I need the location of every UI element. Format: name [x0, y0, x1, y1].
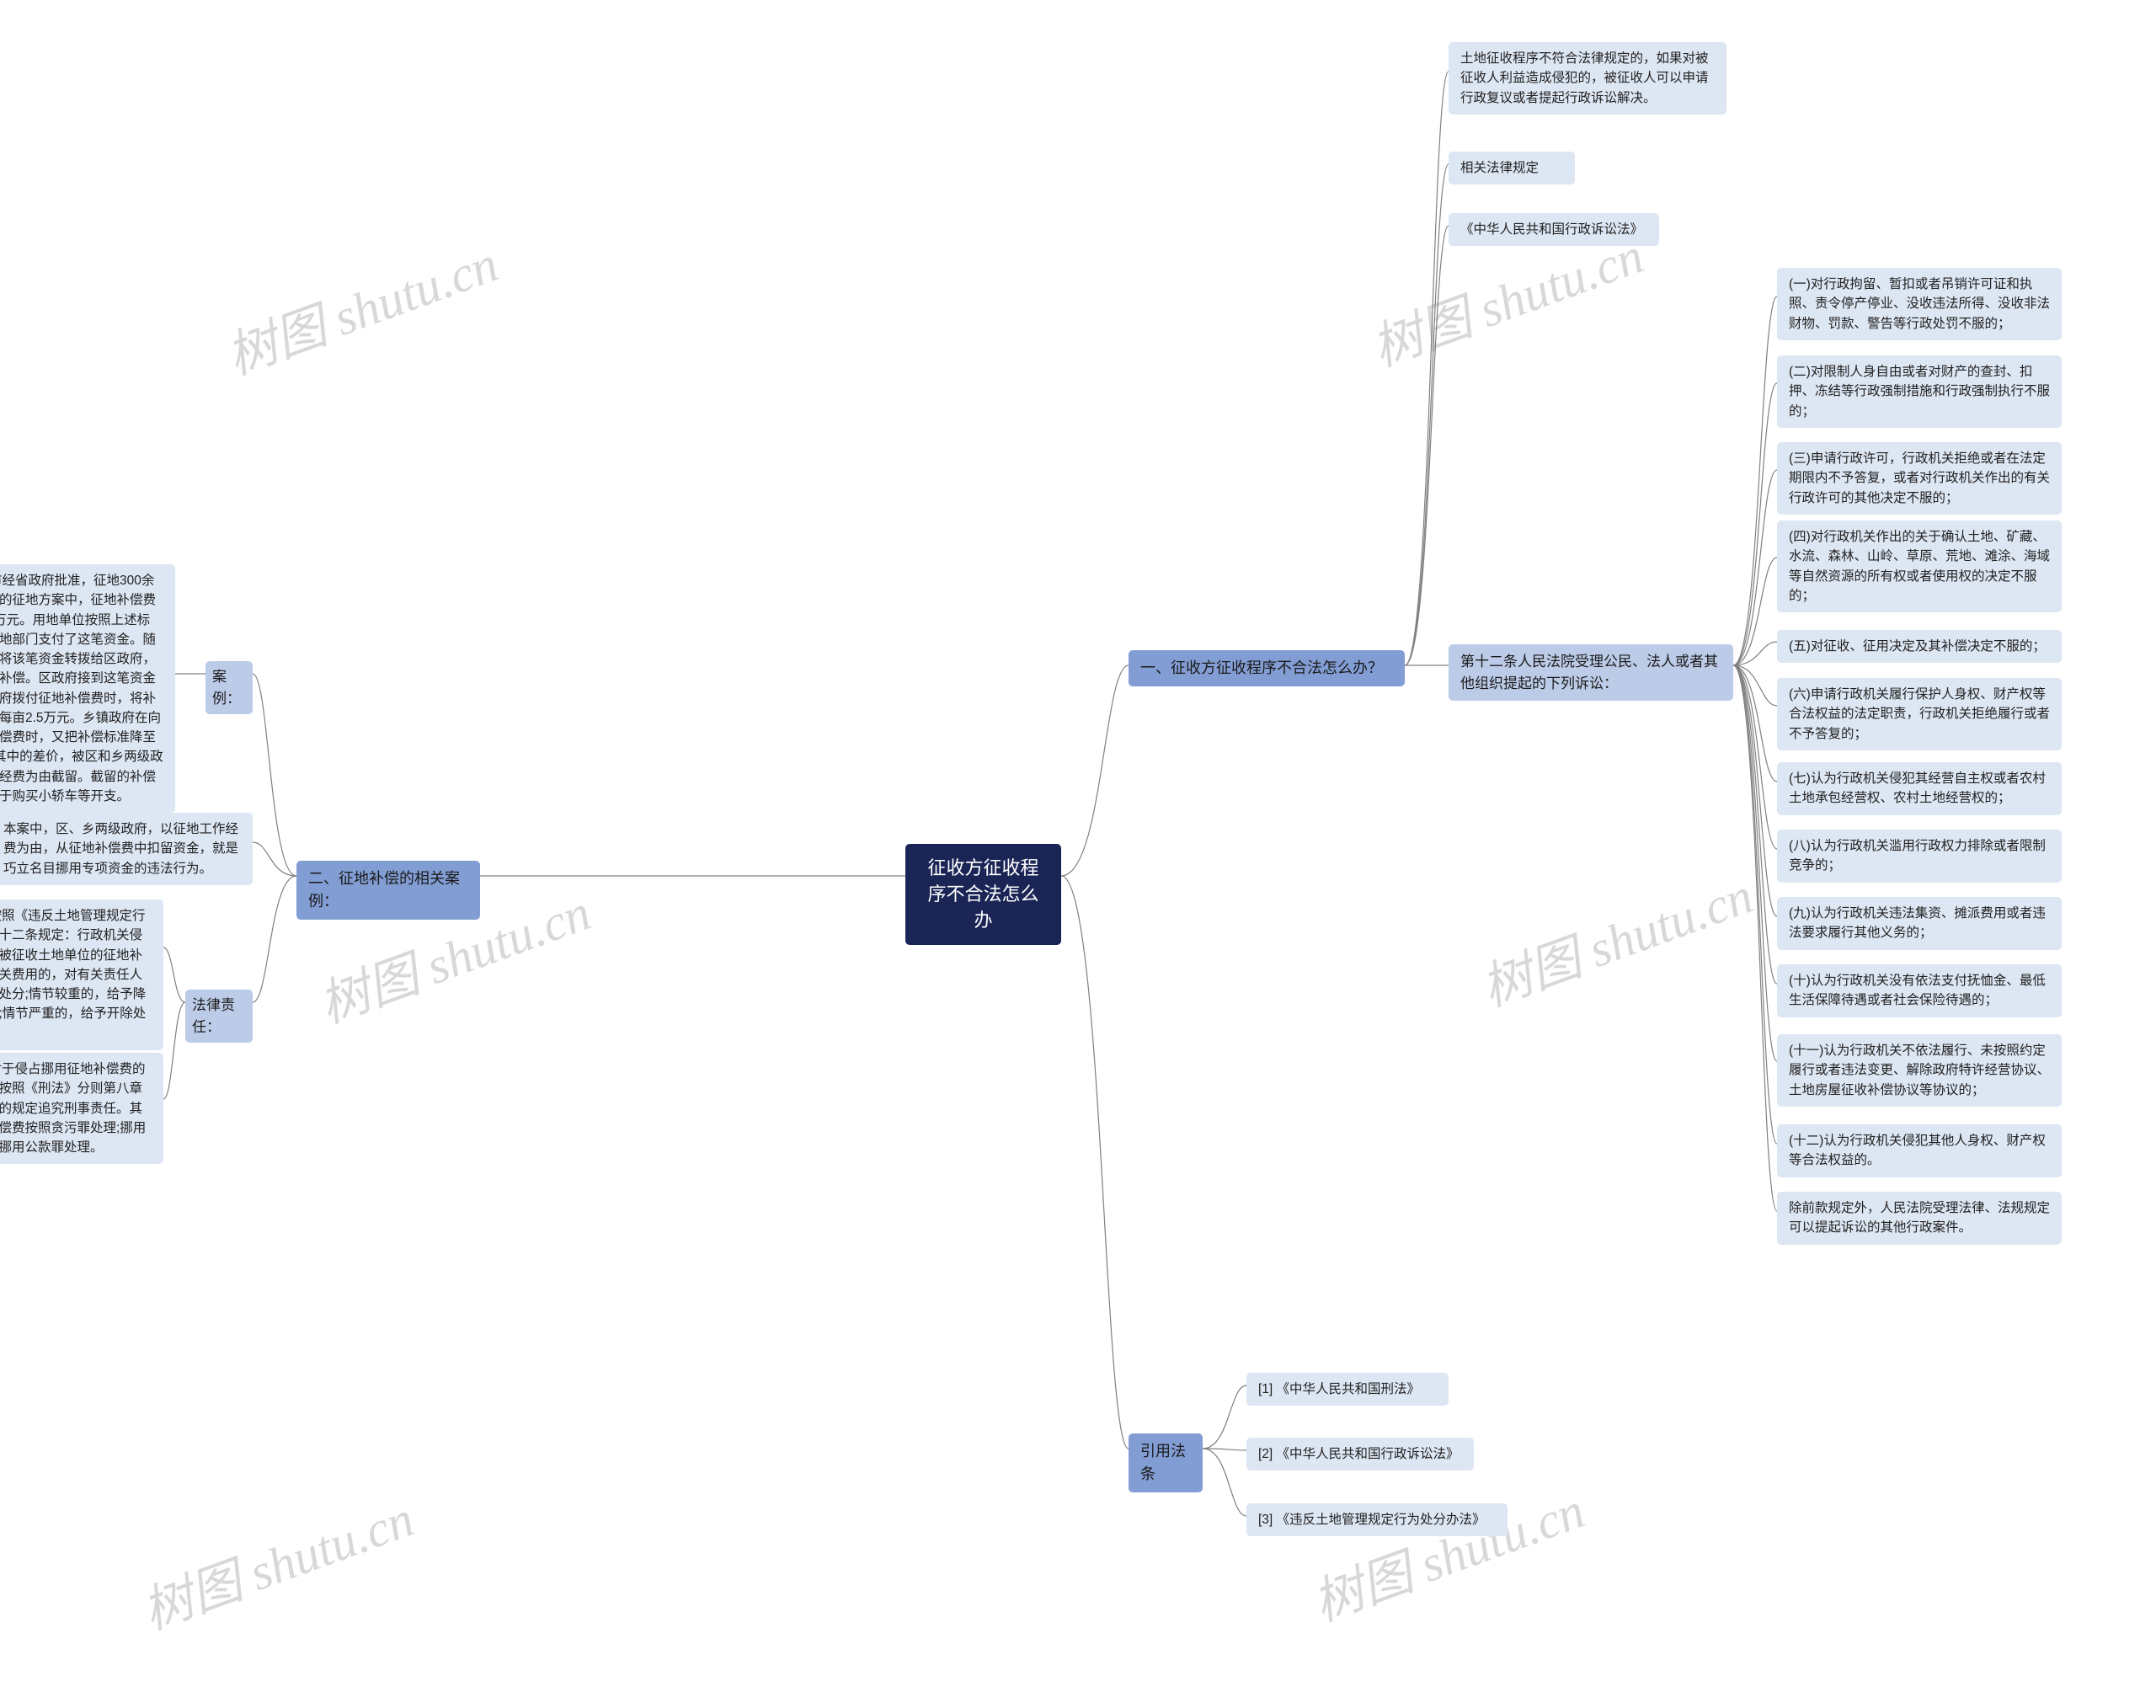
sub-item-9: (十)认为行政机关没有依法支付抚恤金、最低生活保障待遇或者社会保险待遇的；	[1777, 964, 2062, 1017]
citation-0: [1] 《中华人民共和国刑法》	[1246, 1373, 1449, 1406]
branch-2: 二、征地补偿的相关案例：	[296, 861, 480, 920]
sub-item-12: 除前款规定外，人民法院受理法律、法规规定可以提起诉讼的其他行政案件。	[1777, 1192, 2062, 1245]
sub-item-2: (三)申请行政许可，行政机关拒绝或者在法定期限内不予答复，或者对行政机关作出的有…	[1777, 442, 2062, 515]
watermark: 树图 shutu.cn	[215, 223, 506, 389]
sub-item-6: (七)认为行政机关侵犯其经营自主权或者农村土地承包经营权、农村土地经营权的；	[1777, 762, 2062, 815]
sub-item-4: (五)对征收、征用决定及其补偿决定不服的；	[1777, 630, 2062, 663]
watermark: 树图 shutu.cn	[1470, 855, 1761, 1021]
branch-1-leaf-0: 土地征收程序不符合法律规定的，如果对被征收人利益造成侵犯的，被征收人可以申请行政…	[1449, 42, 1726, 115]
law-item-1: (2)刑事处罚。对于侵占挪用征地补偿费的国家工作人员，按照《刑法》分则第八章关于…	[0, 1053, 163, 1164]
branch-1-leaf-1: 相关法律规定	[1449, 152, 1575, 184]
case-text: 2006年，某市经省政府批准，征地300余亩。在经批准的征地方案中，征地补偿费标…	[0, 564, 175, 813]
citation-2: [3] 《违反土地管理规定行为处分办法》	[1246, 1503, 1508, 1536]
branch-1: 一、征收方征收程序不合法怎么办？	[1129, 650, 1405, 686]
sub-item-3: (四)对行政机关作出的关于确认土地、矿藏、水流、森林、山岭、草原、荒地、滩涂、海…	[1777, 520, 2062, 612]
watermark: 树图 shutu.cn	[1301, 1470, 1593, 1636]
sub-item-5: (六)申请行政机关履行保护人身权、财产权等合法权益的法定职责，行政机关拒绝履行或…	[1777, 678, 2062, 750]
citations: 引用法条	[1129, 1433, 1203, 1492]
law-item-0: (1)行政处分。按照《违反土地管理规定行为处分办法》第十二条规定：行政机关侵占、…	[0, 899, 163, 1050]
case-label: 案例：	[205, 661, 253, 714]
sub-item-11: (十二)认为行政机关侵犯其他人身权、财产权等合法权益的。	[1777, 1124, 2062, 1177]
root-node: 征收方征收程序不合法怎么办	[905, 844, 1061, 945]
citation-1: [2] 《中华人民共和国行政诉讼法》	[1246, 1438, 1474, 1470]
law-label: 法律责任：	[185, 990, 253, 1043]
sub-item-10: (十一)认为行政机关不依法履行、未按照约定履行或者违法变更、解除政府特许经营协议…	[1777, 1034, 2062, 1107]
branch-1-sub: 第十二条人民法院受理公民、法人或者其他组织提起的下列诉讼：	[1449, 644, 1733, 701]
analysis-text: 本案中，区、乡两级政府，以征地工作经费为由，从征地补偿费中扣留资金，就是巧立名目…	[0, 813, 253, 885]
sub-item-0: (一)对行政拘留、暂扣或者吊销许可证和执照、责令停产停业、没收违法所得、没收非法…	[1777, 268, 2062, 340]
sub-item-8: (九)认为行政机关违法集资、摊派费用或者违法要求履行其他义务的；	[1777, 897, 2062, 950]
sub-item-1: (二)对限制人身自由或者对财产的查封、扣押、冻结等行政强制措施和行政强制执行不服…	[1777, 355, 2062, 428]
branch-1-leaf-2: 《中华人民共和国行政诉讼法》	[1449, 213, 1659, 246]
sub-item-7: (八)认为行政机关滥用行政权力排除或者限制竞争的；	[1777, 830, 2062, 883]
watermark: 树图 shutu.cn	[131, 1478, 422, 1644]
